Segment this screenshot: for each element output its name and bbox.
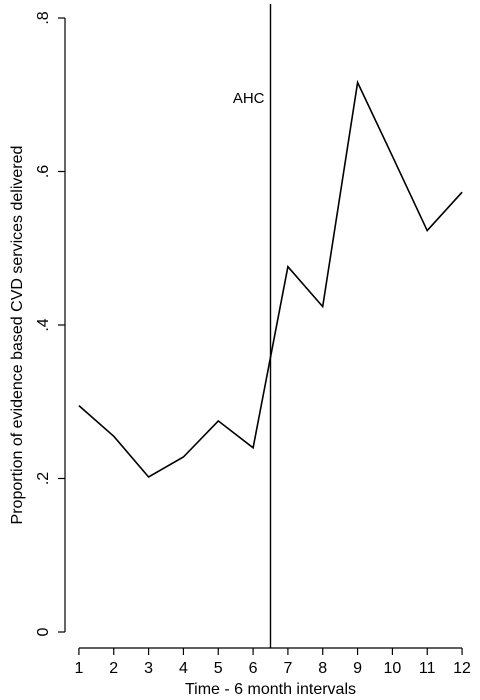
x-tick-label: 12 — [453, 660, 471, 677]
reference-line-label: AHC — [233, 90, 265, 107]
x-tick-label: 5 — [214, 660, 223, 677]
x-tick-label: 9 — [353, 660, 362, 677]
x-tick-label: 1 — [74, 660, 83, 677]
plot-area: AHC — [78, 4, 463, 648]
x-tick-label: 11 — [419, 660, 436, 677]
x-tick-label: 4 — [179, 660, 188, 677]
x-tick-label: 2 — [109, 660, 118, 677]
x-tick-label: 7 — [283, 660, 292, 677]
y-tick-label: 0 — [35, 627, 52, 636]
x-tick-label: 8 — [318, 660, 327, 677]
series-line — [78, 79, 463, 479]
x-axis-title: Time - 6 month intervals — [185, 681, 356, 698]
x-axis: 1 2 3 4 5 6 7 8 9 10 11 12 — [74, 647, 471, 677]
y-axis: 0 .2 .4 .6 .8 — [35, 11, 66, 636]
y-tick-label: .2 — [35, 472, 52, 485]
x-tick-label: 3 — [144, 660, 153, 677]
x-tick-label: 6 — [249, 660, 258, 677]
y-tick-label: .4 — [35, 318, 52, 331]
y-tick-label: .6 — [35, 165, 52, 178]
y-tick-label: .8 — [35, 11, 52, 24]
x-tick-label: 10 — [384, 660, 402, 677]
y-axis-title: Proportion of evidence based CVD service… — [9, 146, 26, 525]
